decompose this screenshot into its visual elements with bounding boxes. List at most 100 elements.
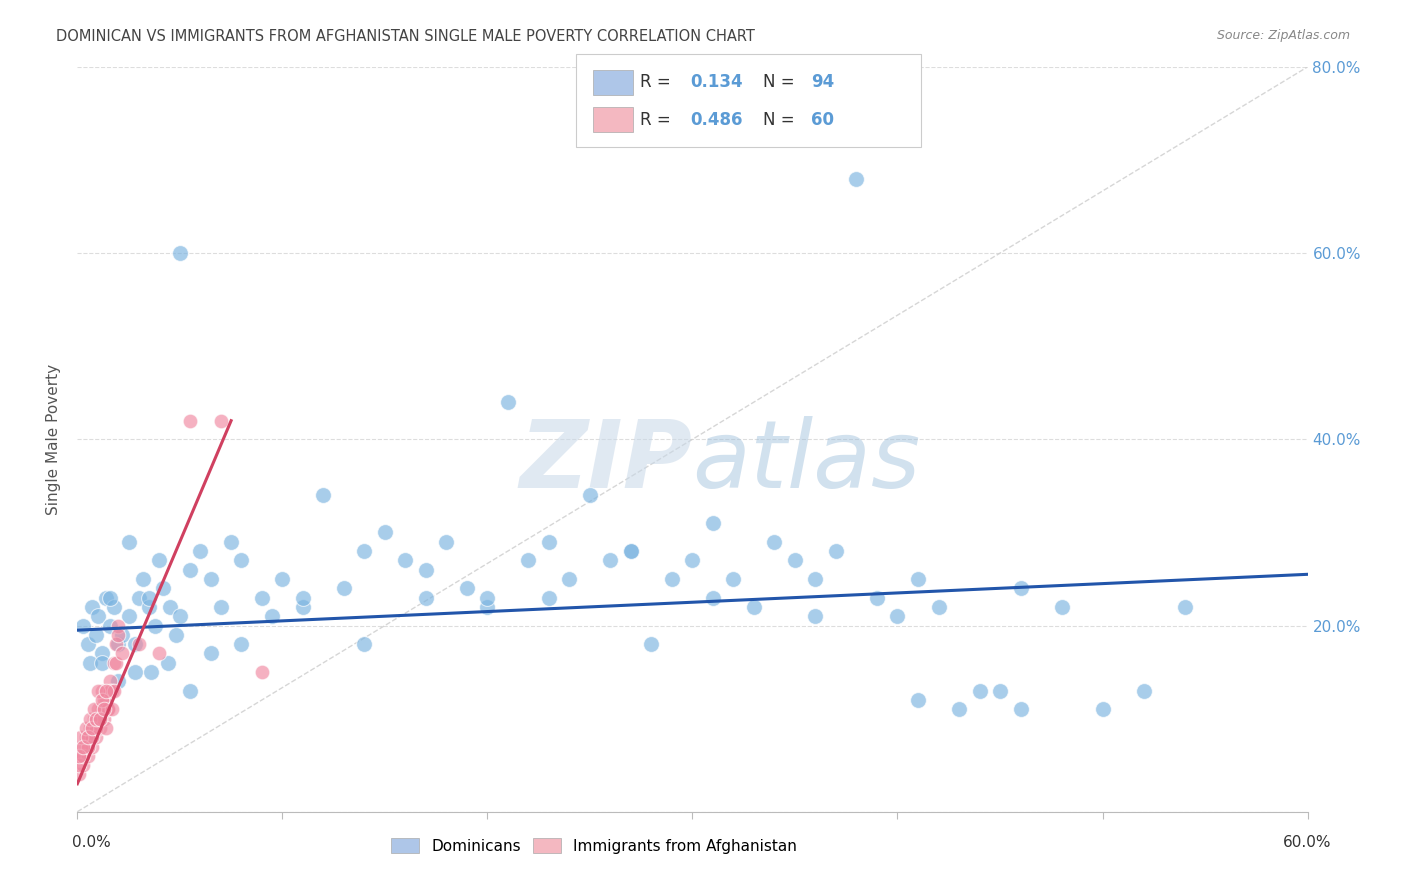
Point [90,647,114,661]
Y-axis label: Single Male Poverty: Single Male Poverty [46,364,62,515]
Point [620,544,643,558]
Text: N =: N = [763,111,800,128]
Point [87,683,110,698]
Point [156,656,179,670]
Point [723,572,745,586]
Point [93,712,115,726]
Point [148,647,170,661]
Point [84,712,107,726]
Point [79,721,101,735]
Point [67,758,90,772]
Point [188,544,212,558]
Point [988,683,1011,698]
Point [87,609,110,624]
Point [75,721,97,735]
Point [83,712,105,726]
Point [1010,582,1032,596]
Point [456,582,478,596]
Point [76,637,98,651]
Point [75,730,97,744]
Point [128,591,150,605]
Point [98,618,121,632]
Text: 94: 94 [811,73,835,91]
Point [333,582,356,596]
Point [97,702,120,716]
Point [128,637,150,651]
Point [702,516,724,530]
Point [1132,683,1154,698]
Point [132,572,155,586]
Point [783,553,806,567]
Point [72,748,94,763]
Point [179,414,201,428]
Point [103,599,125,614]
Text: 60.0%: 60.0% [1284,836,1331,850]
Point [742,599,765,614]
Point [250,665,273,679]
Point [825,544,848,558]
Point [179,683,201,698]
Point [98,683,121,698]
Point [640,637,662,651]
Point [105,656,128,670]
Point [537,591,560,605]
Text: 60: 60 [811,111,834,128]
Point [702,591,724,605]
Point [804,572,827,586]
Point [558,572,581,586]
Point [89,712,111,726]
Text: 0.0%: 0.0% [72,836,111,850]
Point [103,683,125,698]
Point [107,628,129,642]
Point [250,591,273,605]
Point [262,609,284,624]
Point [928,599,950,614]
Point [117,534,139,549]
Point [579,488,602,502]
Point [101,702,124,716]
Point [111,628,134,642]
Point [312,488,335,502]
Point [80,599,103,614]
Point [477,591,499,605]
Point [90,702,114,716]
Text: atlas: atlas [693,417,921,508]
Point [75,739,97,754]
Point [83,702,105,716]
Point [148,553,170,567]
Point [886,609,908,624]
Point [80,721,103,735]
Point [67,767,90,781]
Point [200,572,222,586]
Point [76,739,98,754]
Point [159,599,181,614]
Point [70,748,93,763]
Point [103,656,125,670]
Point [84,628,107,642]
Point [70,739,93,754]
Point [87,702,110,716]
Point [87,712,110,726]
Point [415,563,437,577]
Point [90,683,114,698]
Point [1091,702,1114,716]
Point [231,637,253,651]
Point [620,544,643,558]
Text: 0.134: 0.134 [690,73,742,91]
Point [90,693,114,707]
Point [107,637,129,651]
Point [83,721,105,735]
Point [537,534,560,549]
Point [141,665,163,679]
Point [477,599,499,614]
Point [72,758,94,772]
Point [763,534,786,549]
Point [804,609,827,624]
Point [107,618,129,632]
Point [138,591,160,605]
Point [84,721,107,735]
Point [907,572,929,586]
Point [138,599,160,614]
Point [394,553,416,567]
Point [76,730,98,744]
